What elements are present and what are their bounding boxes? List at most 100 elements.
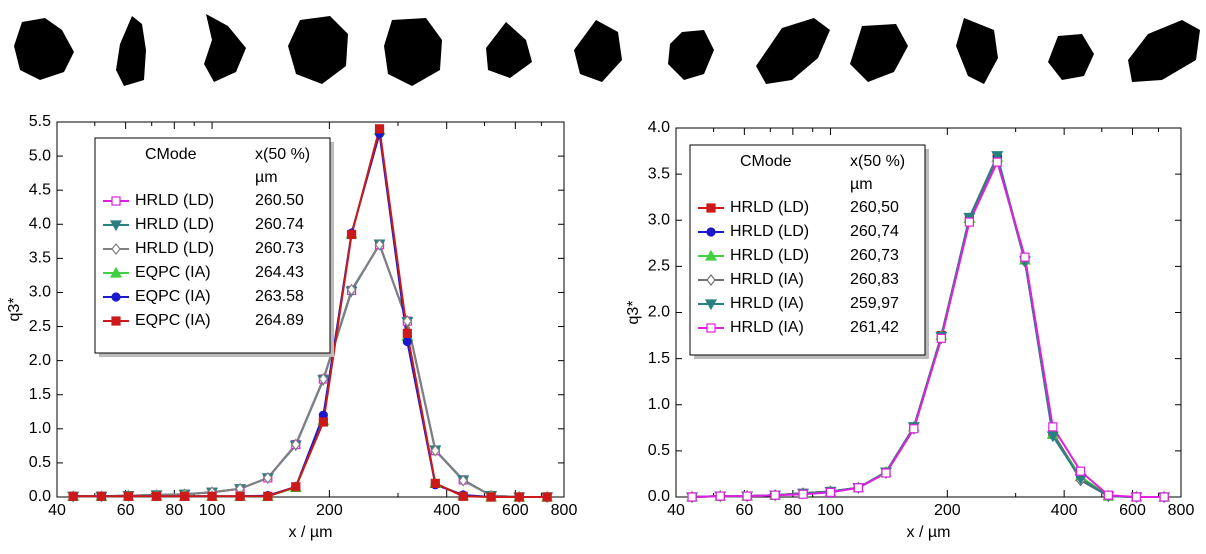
particle xyxy=(1048,34,1094,80)
y-tick-label: 0.0 xyxy=(648,488,670,505)
legend-value: 264.43 xyxy=(255,264,304,281)
legend-value: 260,50 xyxy=(850,199,899,216)
x-tick-label: 100 xyxy=(199,502,226,519)
y-axis-label: q3* xyxy=(6,297,23,321)
y-tick-label: 4.0 xyxy=(29,215,51,232)
marker xyxy=(374,124,385,134)
marker xyxy=(179,491,190,501)
marker xyxy=(402,315,413,328)
x-tick-label: 80 xyxy=(784,502,802,519)
marker xyxy=(1076,466,1086,476)
marker xyxy=(1020,252,1030,262)
particle xyxy=(116,16,146,86)
plot-frame xyxy=(56,121,565,498)
y-tick-label: 3.0 xyxy=(648,211,670,228)
y-axis-label: q3* xyxy=(625,300,642,324)
y-tick-label: 4.5 xyxy=(29,181,51,198)
y-tick-label: 0.0 xyxy=(29,488,51,505)
marker xyxy=(936,333,946,343)
y-tick-label: 5.5 xyxy=(29,113,51,130)
marker xyxy=(318,417,328,427)
x-tick-label: 400 xyxy=(1051,502,1078,519)
marker xyxy=(825,487,836,497)
legend-value: 260,83 xyxy=(850,271,899,288)
particle xyxy=(486,22,532,78)
y-tick-label: 3.0 xyxy=(29,284,51,301)
marker xyxy=(687,492,697,502)
marker xyxy=(881,468,891,478)
legend-label: HRLD (LD) xyxy=(135,216,214,233)
particle xyxy=(850,24,908,82)
y-tick-label: 0.5 xyxy=(648,442,670,459)
legend-value: 260.50 xyxy=(255,192,304,209)
chart-panel: 0.0 0.5 1.0 1.5 2.0 2.5 3.0 3.5 4.0 4.5 5.0 5.5 40 60… xyxy=(6,113,577,541)
marker xyxy=(346,229,357,240)
y-tick-label: 3.5 xyxy=(648,165,670,182)
particle xyxy=(1128,20,1200,82)
legend-header: CMode xyxy=(740,153,792,170)
x-tick-label: 600 xyxy=(1119,502,1146,519)
y-tick-label: 1.5 xyxy=(29,386,51,403)
marker xyxy=(263,471,273,484)
y-tick-label: 2.0 xyxy=(29,352,51,369)
marker xyxy=(111,243,121,255)
legend-label: EQPC (IA) xyxy=(135,312,211,329)
marker xyxy=(798,489,808,499)
marker xyxy=(909,424,919,434)
marker xyxy=(706,274,716,286)
legend-value: 259,97 xyxy=(850,295,899,312)
legend-value: 260,73 xyxy=(850,247,899,264)
marker xyxy=(111,292,121,302)
marker xyxy=(291,482,301,492)
legend-label: HRLD (IA) xyxy=(730,295,804,312)
particle xyxy=(756,18,830,84)
particle xyxy=(14,18,74,80)
marker xyxy=(704,249,718,261)
marker xyxy=(402,336,412,347)
legend-label: HRLD (LD) xyxy=(730,199,809,216)
marker xyxy=(964,217,974,227)
particle xyxy=(288,16,348,84)
x-tick-label: 600 xyxy=(502,502,529,519)
legend-value: 260,74 xyxy=(850,223,899,240)
marker xyxy=(263,491,273,501)
marker xyxy=(318,373,329,386)
legend-label: HRLD (LD) xyxy=(135,192,214,209)
x-tick-label: 40 xyxy=(667,502,685,519)
legend-label: HRLD (LD) xyxy=(730,223,809,240)
legend-value: 260.74 xyxy=(255,216,304,233)
marker xyxy=(151,491,162,501)
legend: CMode x(50 %) µm HRLD (LD) 260.50 HRLD (LD) 26… xyxy=(94,137,334,357)
legend-value: 260.73 xyxy=(255,240,304,257)
marker xyxy=(346,283,357,296)
legend-label: HRLD (IA) xyxy=(730,271,804,288)
marker xyxy=(704,299,718,311)
marker xyxy=(1159,492,1169,502)
y-tick-label: 1.0 xyxy=(29,420,51,437)
y-tick-label: 0.5 xyxy=(29,454,51,471)
legend-header: x(50 %) xyxy=(255,146,310,163)
marker xyxy=(715,491,725,501)
legend-label: HRLD (LD) xyxy=(730,247,809,264)
particle xyxy=(668,30,714,80)
legend: CMode x(50 %) µm HRLD (LD) 260,50 HRLD (LD) 26… xyxy=(689,144,929,359)
series-line xyxy=(73,127,548,498)
x-tick-label: 800 xyxy=(1168,502,1195,519)
x-tick-label: 100 xyxy=(817,502,844,519)
particle xyxy=(204,14,246,82)
y-tick-label: 1.5 xyxy=(648,350,670,367)
marker xyxy=(770,490,780,500)
y-tick-label: 2.5 xyxy=(648,258,670,275)
marker xyxy=(96,491,107,501)
marker xyxy=(1048,422,1058,432)
marker xyxy=(109,220,123,232)
marker xyxy=(374,238,385,251)
marker xyxy=(1131,492,1141,502)
marker xyxy=(706,227,716,237)
x-tick-label: 800 xyxy=(551,502,578,519)
x-axis-label: x / µm xyxy=(289,524,333,541)
marker xyxy=(706,203,716,213)
marker xyxy=(111,316,121,326)
marker xyxy=(1046,431,1059,443)
marker xyxy=(706,323,716,333)
